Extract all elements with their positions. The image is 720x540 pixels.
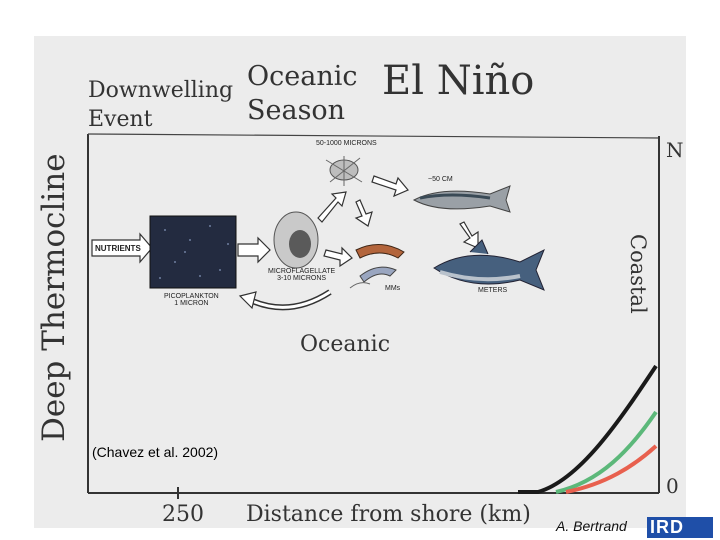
fish-to-tuna-arrow-icon <box>459 221 479 249</box>
citation-text: (Chavez et al. 2002) <box>92 444 219 460</box>
right-axis-top-label: N <box>666 138 684 162</box>
ird-logo: IRD <box>647 517 713 538</box>
shrimp-image <box>349 244 405 289</box>
zoo-to-shrimp-arrow-icon <box>354 199 373 227</box>
tuna-label: METERS <box>478 287 508 294</box>
curve-red <box>565 444 658 494</box>
microflagellate-label: MICROFLAGELLATE 3-10 MICRONS <box>268 268 336 282</box>
micro-to-zoo-arrow-icon <box>317 191 347 223</box>
coastal-label: Coastal <box>626 234 650 314</box>
x-tick-label: 250 <box>162 502 204 527</box>
nutrients-label: NUTRIENTS <box>95 244 141 253</box>
picoplankton-label: PICOPLANKTON 1 MICRON <box>164 293 219 307</box>
scanned-slide-background <box>34 36 686 528</box>
shrimp-label: MMs <box>385 285 401 292</box>
picoplankton-image <box>149 215 237 289</box>
pico-to-micro-arrow-icon <box>237 236 271 264</box>
zooplankton-image <box>325 156 363 186</box>
right-axis-bottom-label: 0 <box>666 474 679 498</box>
author-credit: A. Bertrand <box>556 518 627 534</box>
downwelling-heading: Downwelling Event <box>88 78 234 132</box>
oceanic-season-heading: Oceanic Season <box>247 61 358 126</box>
picoplankton-speckle <box>159 225 229 279</box>
oceanic-region-label: Oceanic <box>300 332 391 357</box>
micro-to-shrimp-arrow-icon <box>323 246 353 268</box>
zoo-to-fish-arrow-icon <box>371 175 409 198</box>
fish-small-label: ~50 CM <box>428 176 453 183</box>
curve-black <box>518 364 658 494</box>
nutrients-arrow-icon <box>91 232 153 264</box>
fish-small-image <box>412 185 511 213</box>
tuna-image <box>433 239 545 291</box>
x-axis-label: Distance from shore (km) <box>246 502 531 527</box>
curve-green <box>555 410 658 494</box>
zooplankton-label: 50-1000 MICRONS <box>316 140 377 147</box>
el-nino-title: El Niño <box>382 58 535 104</box>
top-border-line <box>87 133 661 139</box>
